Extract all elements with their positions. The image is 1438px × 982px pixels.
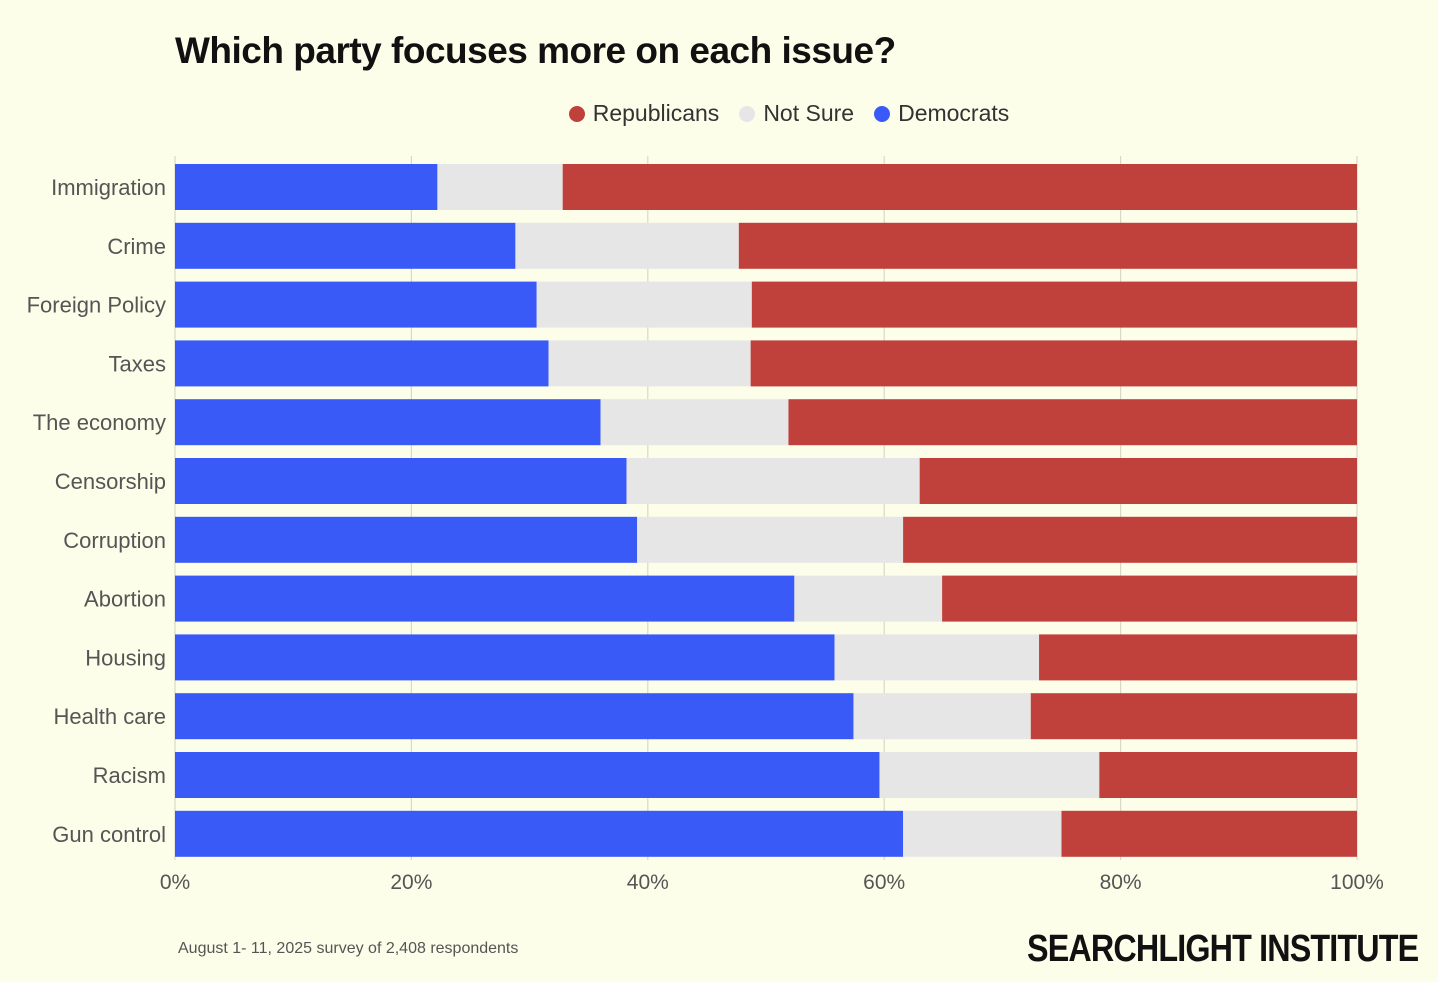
- bar-not-sure: [600, 399, 789, 446]
- brand-logo: SEARCHLIGHT INSTITUTE: [1026, 928, 1419, 970]
- bar-not-sure: [879, 752, 1100, 798]
- bar-not-sure: [834, 634, 1040, 681]
- bar-republicans: [1030, 693, 1357, 740]
- bar-not-sure: [794, 575, 943, 622]
- x-tick-label: 100%: [1330, 871, 1384, 894]
- bar-republicans: [1099, 752, 1357, 798]
- legend-dot-icon: [568, 106, 585, 122]
- bar-republicans: [751, 281, 1357, 328]
- bar-democrats: [175, 458, 627, 504]
- legend-dot-icon: [739, 106, 756, 122]
- category-label: Gun control: [52, 822, 166, 847]
- category-label: Housing: [85, 645, 166, 670]
- bar-not-sure: [853, 693, 1031, 740]
- legend-item: Democrats: [874, 100, 1009, 127]
- category-label: Abortion: [84, 587, 166, 612]
- bar-not-sure: [437, 164, 563, 210]
- legend-label: Republicans: [592, 100, 720, 126]
- bar-not-sure: [515, 222, 739, 269]
- bar-republicans: [1061, 810, 1357, 857]
- category-label: Racism: [93, 763, 166, 788]
- bar-not-sure: [548, 340, 751, 387]
- bar-democrats: [175, 634, 835, 681]
- legend-label: Democrats: [898, 100, 1010, 126]
- bar-republicans: [788, 399, 1357, 446]
- bar-democrats: [175, 810, 904, 857]
- legend-item: Not Sure: [739, 100, 854, 127]
- x-tick-label: 20%: [390, 871, 432, 894]
- legend-dot-icon: [874, 106, 891, 122]
- bar-republicans: [942, 575, 1357, 622]
- bar-republicans: [750, 340, 1357, 387]
- bar-democrats: [175, 281, 537, 328]
- bar-democrats: [175, 752, 880, 798]
- bar-republicans: [562, 164, 1357, 210]
- category-label: Censorship: [55, 469, 166, 494]
- footnote: August 1- 11, 2025 survey of 2,408 respo…: [178, 940, 519, 957]
- category-label: Immigration: [51, 175, 166, 200]
- x-tick-label: 80%: [1100, 871, 1142, 894]
- bar-not-sure: [903, 810, 1062, 857]
- bar-not-sure: [637, 516, 904, 563]
- category-label: Foreign Policy: [27, 293, 166, 318]
- bar-democrats: [175, 399, 601, 446]
- legend-label: Not Sure: [763, 100, 855, 126]
- bar-republicans: [738, 222, 1357, 269]
- category-label: Corruption: [63, 528, 166, 553]
- bar-democrats: [175, 516, 638, 563]
- x-tick-label: 0%: [160, 871, 190, 894]
- bar-not-sure: [536, 281, 752, 328]
- bar-democrats: [175, 575, 795, 622]
- bar-democrats: [175, 340, 549, 387]
- legend: Republicans Not Sure Democrats: [0, 100, 1438, 127]
- bar-republicans: [1039, 634, 1357, 681]
- bar-democrats: [175, 222, 516, 269]
- bar-democrats: [175, 693, 854, 740]
- x-tick-label: 60%: [863, 871, 905, 894]
- category-label: The economy: [33, 410, 166, 435]
- x-tick-label: 40%: [627, 871, 669, 894]
- bar-democrats: [175, 164, 438, 210]
- category-label: Health care: [53, 704, 166, 729]
- category-label: Crime: [107, 234, 166, 259]
- bar-republicans: [903, 516, 1357, 563]
- chart-title: Which party focuses more on each issue?: [175, 30, 896, 71]
- bar-not-sure: [626, 458, 920, 504]
- category-label: Taxes: [109, 351, 166, 376]
- legend-item: Republicans: [568, 100, 720, 127]
- bar-republicans: [919, 458, 1357, 504]
